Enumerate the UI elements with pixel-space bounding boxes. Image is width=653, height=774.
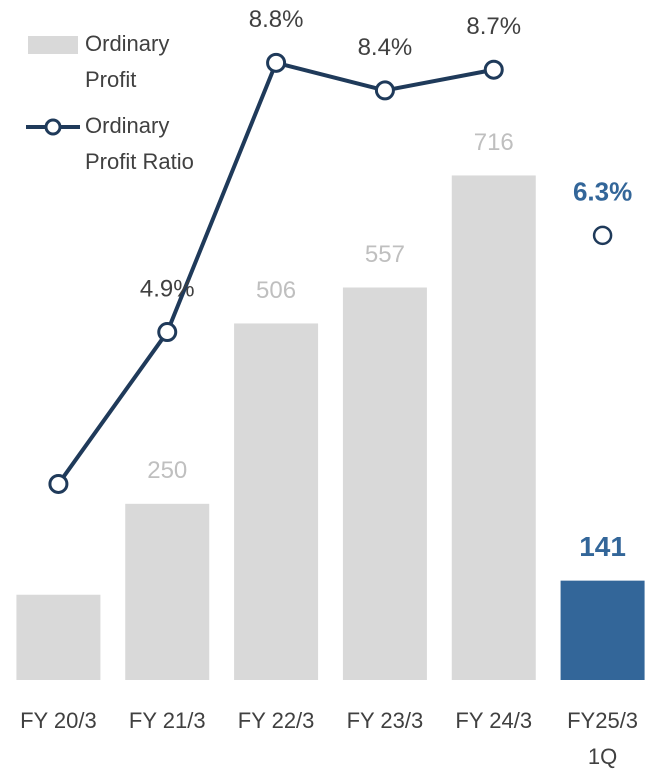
x-tick-label: FY25/3 1Q: [567, 708, 638, 769]
legend-swatch: [28, 36, 78, 54]
line-value-label: 8.7%: [466, 13, 521, 40]
line-marker: [592, 225, 613, 246]
legend-label: Ordinary Profit: [85, 31, 169, 92]
bar: [342, 287, 427, 680]
bar-value-label: 716: [474, 129, 514, 156]
bar: [16, 594, 101, 680]
line-marker: [483, 59, 504, 80]
legend-swatch-marker: [44, 118, 62, 136]
x-tick-label: FY 23/3: [347, 708, 424, 733]
x-tick-label: FY 20/3: [20, 708, 97, 733]
bar-value-label: 557: [365, 241, 405, 268]
bar: [451, 175, 536, 681]
bar-value-label: 250: [147, 457, 187, 484]
legend-label: Ordinary Profit Ratio: [85, 113, 194, 174]
line-marker: [48, 473, 69, 494]
line-value-label: 6.3%: [573, 176, 632, 206]
line-marker: [266, 52, 287, 73]
bar: [125, 503, 210, 680]
line-marker: [157, 322, 178, 343]
bar-value-label: 141: [579, 531, 626, 562]
x-tick-label: FY 24/3: [455, 708, 532, 733]
bar: [234, 323, 319, 680]
line-value-label: 8.4%: [358, 34, 413, 61]
line-value-label: 4.9%: [140, 275, 195, 302]
bar: [560, 580, 645, 680]
line-marker: [374, 80, 395, 101]
x-tick-label: FY 21/3: [129, 708, 206, 733]
x-tick-label: FY 22/3: [238, 708, 315, 733]
bar-value-label: 506: [256, 277, 296, 304]
line-value-label: 8.8%: [249, 6, 304, 33]
